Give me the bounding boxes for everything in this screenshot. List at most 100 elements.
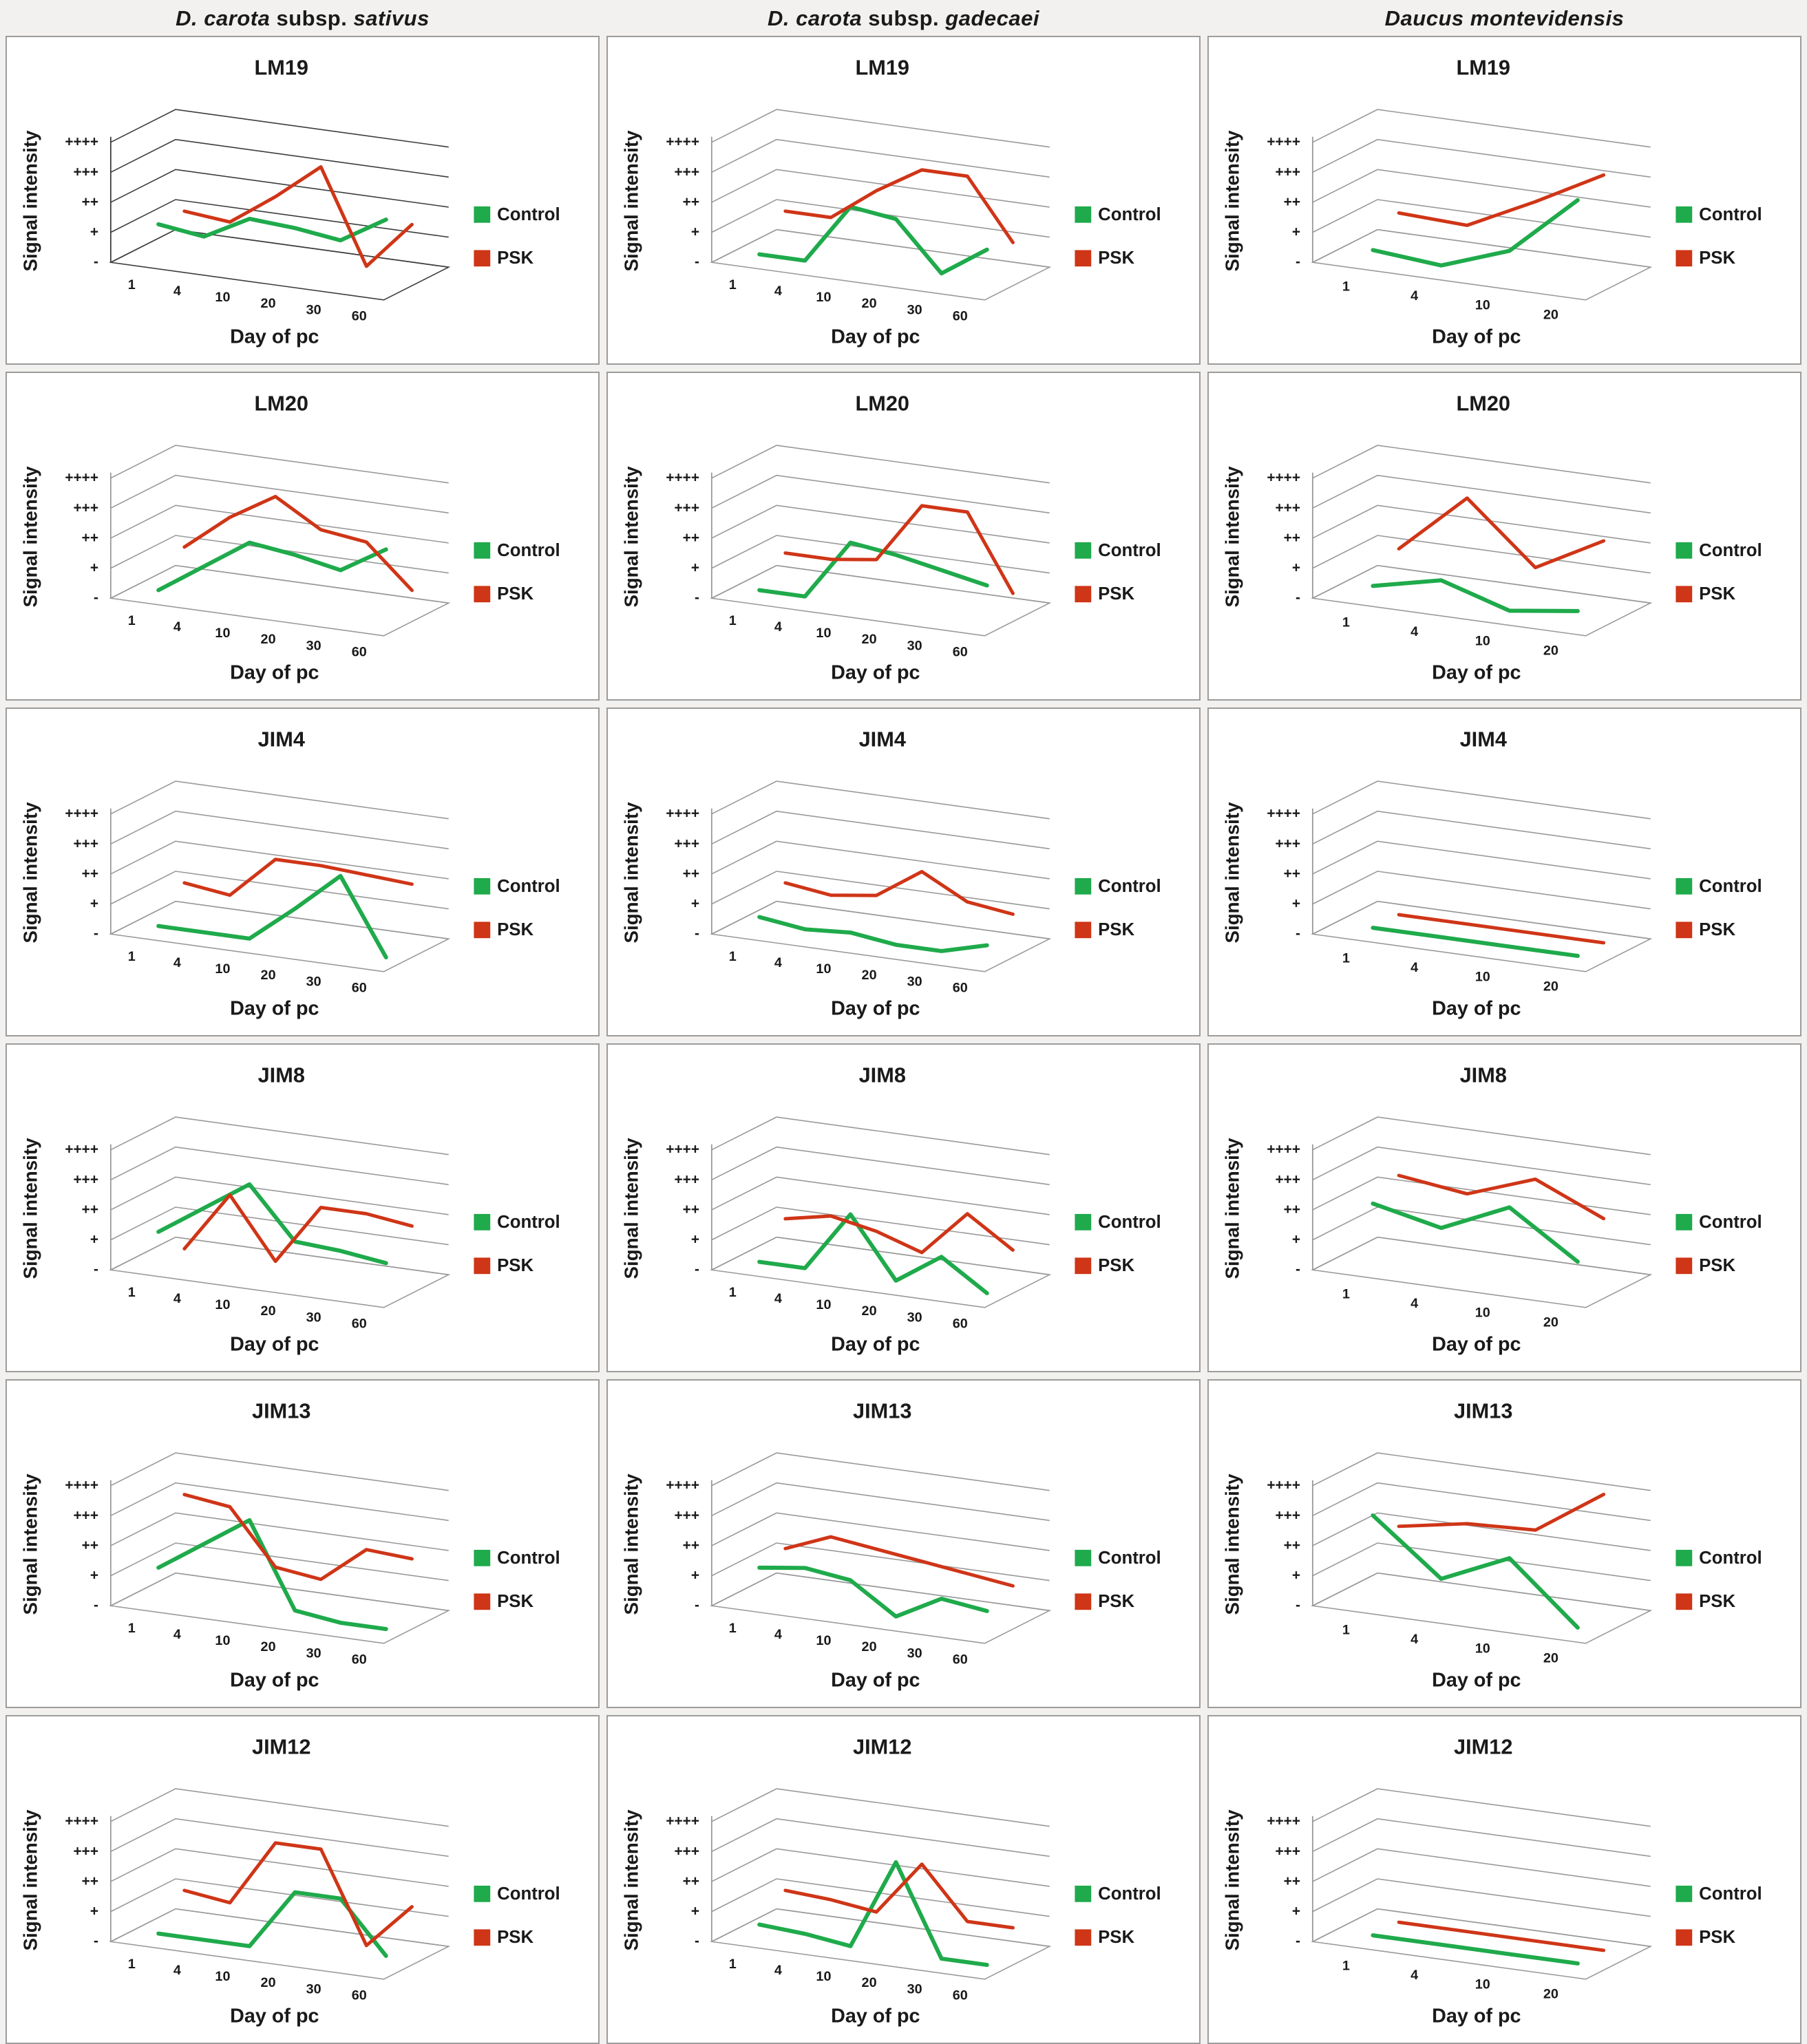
x-tick-label: 4 — [774, 1963, 782, 1978]
series-line-psk — [783, 1212, 1015, 1255]
gridline-level-0 — [711, 1908, 1050, 1947]
series-line-control — [757, 1212, 989, 1296]
legend-control-label: Control — [1699, 1213, 1762, 1232]
gridline-level-2 — [711, 504, 1050, 544]
x-axis-title: Day of pc — [831, 326, 920, 348]
chart-title: JIM12 — [1454, 1735, 1512, 1759]
legend-control-swatch — [1676, 877, 1693, 895]
legend-psk-swatch — [1676, 586, 1693, 603]
y-tick-label: +++ — [74, 1171, 98, 1187]
chart-floor — [109, 1236, 451, 1308]
legend-control-label: Control — [1098, 877, 1161, 896]
legend-psk-label: PSK — [1098, 1928, 1134, 1947]
x-tick-label: 4 — [173, 619, 181, 635]
x-tick-label: 20 — [862, 968, 877, 983]
chart-title: LM19 — [855, 56, 909, 80]
x-tick-label: 4 — [1410, 1968, 1418, 1983]
gridline-level-0 — [1312, 1572, 1651, 1611]
series-line-control — [757, 204, 989, 276]
legend-control-swatch — [1075, 877, 1092, 895]
x-tick-label: 20 — [1543, 1314, 1558, 1330]
gridline-level-1 — [110, 1878, 449, 1917]
x-tick-label: 60 — [953, 644, 968, 659]
gridline-level-3 — [711, 1482, 1050, 1522]
x-tick-label: 20 — [261, 1303, 276, 1319]
series-line-psk — [1397, 496, 1606, 570]
x-tick-label: 1 — [729, 1957, 737, 1972]
legend-psk-label: PSK — [497, 1256, 533, 1275]
gridline-level-3 — [711, 138, 1050, 178]
x-tick-label: 1 — [1342, 950, 1350, 966]
column-header-text: D. carota — [767, 6, 863, 30]
x-tick-label: 10 — [215, 1633, 230, 1648]
x-tick-label: 30 — [306, 302, 321, 317]
y-tick-label: + — [90, 1232, 98, 1248]
y-tick-label: + — [90, 1568, 98, 1584]
y-tick-label: ++++ — [1267, 806, 1300, 822]
gridline-level-1 — [110, 1206, 449, 1246]
y-axis-title: Signal intensity — [1222, 1473, 1243, 1615]
series-line-control — [156, 1182, 388, 1266]
y-tick-label: + — [1292, 1904, 1300, 1919]
x-tick-label: 30 — [306, 638, 321, 653]
series-line-control — [1371, 1201, 1580, 1264]
x-tick-label: 1 — [1342, 1958, 1350, 1973]
legend-psk-label: PSK — [1699, 248, 1735, 268]
gridline-level-1 — [1312, 199, 1651, 238]
legend-psk-swatch — [474, 1593, 491, 1610]
series-line-psk — [182, 1841, 414, 1948]
y-tick-label: + — [1292, 224, 1300, 240]
legend-psk-label: PSK — [497, 920, 533, 939]
gridline-level-1 — [1312, 1542, 1651, 1582]
series-line-control — [156, 216, 388, 243]
gridline-level-4 — [110, 1452, 449, 1491]
y-tick-label: - — [695, 1597, 699, 1613]
chart-panel-lm20-col0: - + ++ +++ ++++ 1 4 10 20 30 60 LM20 Day of pc Signal… — [6, 372, 600, 701]
column-header-text: sativus — [353, 6, 430, 30]
legend-control-label: Control — [1699, 1884, 1762, 1904]
column-header-text: D. carota — [176, 6, 271, 30]
gridline-level-4 — [110, 1116, 449, 1156]
legend-psk-swatch — [474, 1257, 491, 1275]
y-tick-label: ++ — [82, 530, 98, 546]
gridline-level-2 — [711, 169, 1050, 208]
chart-panel-jim12-col0: - + ++ +++ ++++ 1 4 10 20 30 60 JIM12 Day of pc Signa… — [6, 1715, 600, 2044]
legend-control-label: Control — [1699, 205, 1762, 224]
x-tick-label: 1 — [128, 277, 136, 292]
x-tick-label: 1 — [729, 1285, 737, 1300]
gridline-level-2 — [1312, 840, 1651, 880]
x-tick-label: 4 — [1410, 1632, 1418, 1647]
y-axis-title: Signal intensity — [1222, 1809, 1243, 1951]
gridline-level-4 — [711, 109, 1050, 148]
x-tick-label: 30 — [907, 1981, 922, 1997]
series-line-psk — [783, 870, 1015, 916]
y-tick-label: ++++ — [65, 1813, 98, 1829]
legend-psk-label: PSK — [497, 248, 533, 268]
column-headers: D. carota subsp. sativus D. carota subsp… — [6, 4, 1801, 33]
gridline-level-1 — [1312, 535, 1651, 574]
y-axis-title: Signal intensity — [621, 130, 642, 272]
chart-floor — [1311, 1572, 1653, 1644]
x-tick-label: 4 — [173, 1963, 181, 1978]
series-line-psk — [182, 1493, 414, 1582]
gridline-level-0 — [110, 1908, 449, 1947]
chart-title: JIM4 — [1460, 727, 1507, 752]
gridline-level-2 — [110, 840, 449, 880]
gridline-level-2 — [110, 504, 449, 544]
x-tick-label: 1 — [1342, 1622, 1350, 1637]
gridline-level-1 — [711, 535, 1050, 574]
x-tick-label: 1 — [1342, 279, 1350, 294]
chart-panel-jim8-col2: - + ++ +++ ++++ 1 4 10 20 JIM8 Day of pc Signal int… — [1207, 1043, 1801, 1372]
column-header-text: gadecaei — [945, 6, 1039, 30]
legend-control-swatch — [1075, 1549, 1092, 1566]
legend-psk-swatch — [1075, 586, 1092, 603]
x-axis-title: Day of pc — [230, 326, 319, 348]
y-tick-label: +++ — [1276, 164, 1300, 180]
y-tick-label: - — [695, 590, 699, 606]
y-tick-label: + — [691, 896, 699, 912]
gridline-level-2 — [711, 840, 1050, 880]
chart-title: JIM8 — [859, 1063, 906, 1087]
